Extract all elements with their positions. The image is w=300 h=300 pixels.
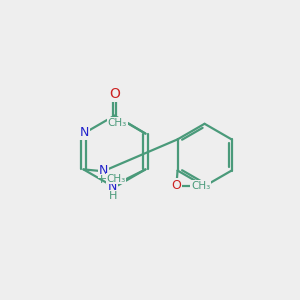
- Text: H: H: [108, 191, 117, 201]
- Text: CH₃: CH₃: [106, 174, 126, 184]
- Text: N: N: [108, 180, 117, 193]
- Text: H: H: [99, 175, 108, 185]
- Text: O: O: [172, 179, 181, 192]
- Text: O: O: [109, 87, 120, 101]
- Text: N: N: [80, 126, 89, 139]
- Text: CH₃: CH₃: [191, 181, 210, 190]
- Text: CH₃: CH₃: [108, 118, 127, 128]
- Text: N: N: [99, 164, 108, 177]
